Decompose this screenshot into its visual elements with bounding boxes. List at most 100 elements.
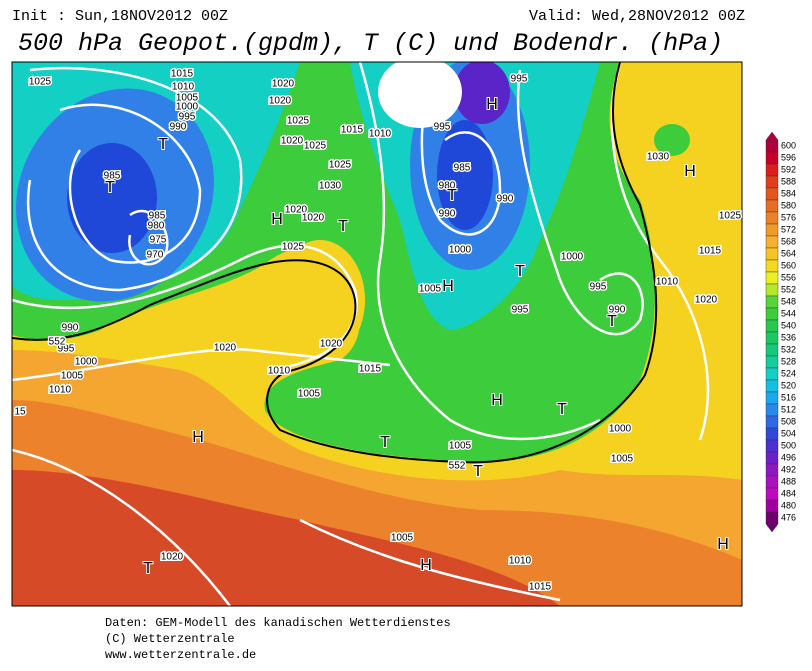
color-bar-label: 564 xyxy=(781,248,796,258)
color-bar-label: 480 xyxy=(781,500,796,510)
low-symbol: T xyxy=(473,463,483,480)
color-bar-segment xyxy=(765,259,779,273)
isobar-label: 995 xyxy=(512,305,529,316)
isobar-label: 1005 xyxy=(391,533,414,544)
color-bar-label: 476 xyxy=(781,512,796,522)
color-bar-label: 592 xyxy=(781,164,796,174)
height-label: 552 xyxy=(449,461,466,472)
low-symbol: T xyxy=(158,136,168,153)
color-bar-label: 528 xyxy=(781,356,796,366)
color-bar-label: 576 xyxy=(781,212,796,222)
color-bar-segment xyxy=(765,211,779,225)
color-bar-label: 536 xyxy=(781,332,796,342)
color-bar-segment xyxy=(765,175,779,189)
isobar-label: 980 xyxy=(148,221,165,232)
color-bar-segment xyxy=(765,199,779,213)
isobar-label: 990 xyxy=(497,194,514,205)
isobar-label: 1020 xyxy=(320,339,343,350)
isobar-label: 1020 xyxy=(281,136,304,147)
isobar-label: 1030 xyxy=(319,181,342,192)
color-bar-segment xyxy=(765,439,779,453)
isobar-label: 1020 xyxy=(695,295,718,306)
color-bar-segment xyxy=(765,223,779,237)
isobar-label: 1025 xyxy=(304,141,327,152)
isobar-label: 1015 xyxy=(529,582,552,593)
color-bar-segment xyxy=(765,247,779,261)
high-symbol: H xyxy=(717,536,729,553)
isobar-label: 1015 xyxy=(171,69,194,80)
low-symbol: T xyxy=(557,401,567,418)
color-bar-segment xyxy=(765,319,779,333)
isobar-label: 1015 xyxy=(699,246,722,257)
high-symbol: H xyxy=(420,557,432,574)
isobar-label: 1010 xyxy=(656,277,679,288)
isobar-label: 1000 xyxy=(176,102,199,113)
color-bar-label: 600 xyxy=(781,140,796,150)
color-bar-label: 508 xyxy=(781,416,796,426)
isobar-label: 990 xyxy=(609,305,626,316)
isobar-label: 1025 xyxy=(282,242,305,253)
low-symbol: T xyxy=(380,434,390,451)
color-bar-segment xyxy=(765,427,779,441)
color-bar-segment xyxy=(765,271,779,285)
color-bar-segment xyxy=(765,235,779,249)
isobar-label: 1005 xyxy=(298,389,321,400)
low-symbol: T xyxy=(515,263,525,280)
color-bar-label: 516 xyxy=(781,392,796,402)
isobar-label: 1020 xyxy=(272,79,295,90)
color-bar-label: 540 xyxy=(781,320,796,330)
map-labels: 1025 1015 1010 1005 1000 995 990 T 985 T… xyxy=(13,67,743,594)
isobar-label: 1025 xyxy=(329,160,352,171)
isobar-label: 1005 xyxy=(611,454,634,465)
color-bar-segment xyxy=(765,487,779,501)
isobar-label: 980 xyxy=(439,181,456,192)
isobar-label: 1030 xyxy=(647,152,670,163)
color-bar-label: 572 xyxy=(781,224,796,234)
color-bar-label: 548 xyxy=(781,296,796,306)
isobar-label: 1025 xyxy=(29,77,52,88)
color-bar-cap xyxy=(765,131,779,141)
color-bar-label: 488 xyxy=(781,476,796,486)
isobar-label: 1000 xyxy=(449,245,472,256)
color-bar-segment xyxy=(765,391,779,405)
map-frame xyxy=(11,61,743,607)
map-area xyxy=(12,62,742,606)
map-title: 500 hPa Geopot.(gpdm), T (C) und Bodendr… xyxy=(18,29,723,58)
isobar-label: 990 xyxy=(62,323,79,334)
isobar-label: 990 xyxy=(170,122,187,133)
isobar-label: 970 xyxy=(147,250,164,261)
color-bar-segment xyxy=(765,355,779,369)
isobar-label: 1015 xyxy=(359,364,382,375)
color-bar-label: 568 xyxy=(781,236,796,246)
color-bar-segment xyxy=(765,463,779,477)
isobar-label: 1020 xyxy=(269,96,292,107)
footer-line: www.wetterzentrale.de xyxy=(105,648,256,662)
isobar-label: 990 xyxy=(439,209,456,220)
high-symbol: H xyxy=(192,429,204,446)
isobar-label: 15 xyxy=(14,407,26,418)
color-bar-label: 520 xyxy=(781,380,796,390)
isobar-label: 1020 xyxy=(214,343,237,354)
low-symbol: T xyxy=(338,218,348,235)
color-bar-label: 500 xyxy=(781,440,796,450)
color-bar-label: 524 xyxy=(781,368,796,378)
isobar-label: 985 xyxy=(454,163,471,174)
isobar-label: 1010 xyxy=(268,366,291,377)
color-bar-segment xyxy=(765,343,779,357)
color-bar-label: 596 xyxy=(781,152,796,162)
color-bar-segment xyxy=(765,379,779,393)
isobar-label: 995 xyxy=(58,344,75,355)
color-bar-label: 484 xyxy=(781,488,796,498)
color-bar-segment xyxy=(765,331,779,345)
isobar-label: 1025 xyxy=(719,211,742,222)
color-bar-segment xyxy=(765,151,779,165)
color-bar-segment xyxy=(765,415,779,429)
high-symbol: H xyxy=(442,278,454,295)
color-bar-segment xyxy=(765,163,779,177)
footer-line: (C) Wetterzentrale xyxy=(105,632,235,646)
high-symbol: H xyxy=(684,163,696,180)
isobar-label: 1010 xyxy=(509,556,532,567)
color-bar-label: 584 xyxy=(781,188,796,198)
isobar-label: 1015 xyxy=(341,125,364,136)
color-bar-label: 552 xyxy=(781,284,796,294)
